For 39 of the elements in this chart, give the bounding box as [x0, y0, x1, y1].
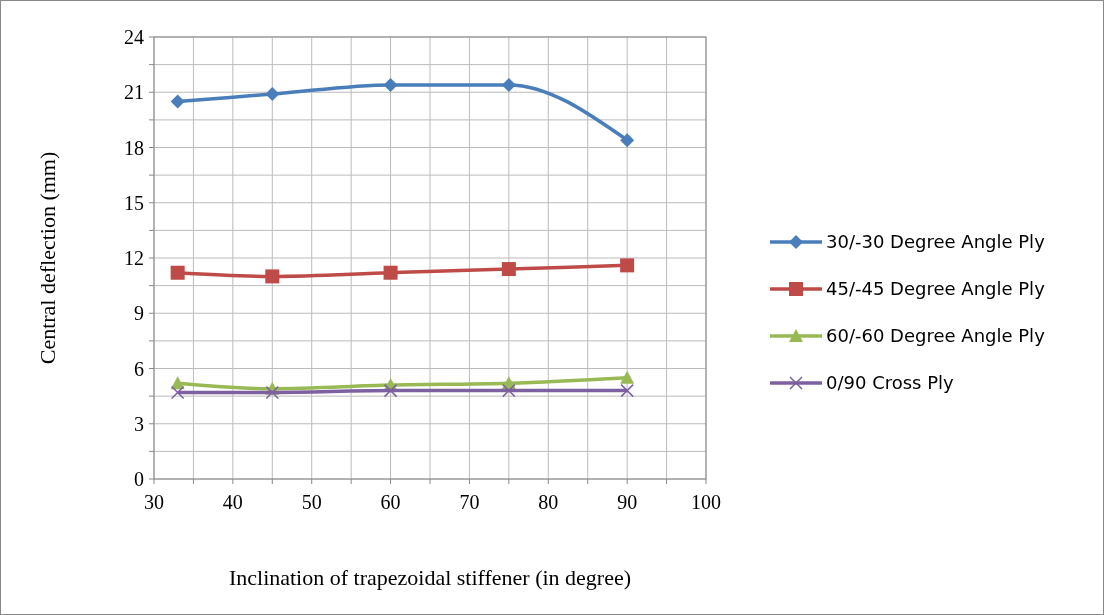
point: [383, 383, 398, 398]
point: [170, 94, 185, 109]
y-tick-label: 0: [134, 468, 144, 490]
point: [170, 265, 185, 280]
legend-label: 0/90 Cross Ply: [826, 372, 955, 394]
legend-label: 30/-30 Degree Angle Ply: [826, 231, 1046, 253]
legend-label: 45/-45 Degree Angle Ply: [826, 278, 1046, 300]
point: [620, 370, 635, 384]
y-tick-label: 24: [124, 26, 144, 48]
x-tick-label: 100: [691, 491, 721, 513]
point: [383, 77, 398, 92]
y-tick-label: 9: [134, 302, 144, 325]
point: [501, 77, 516, 92]
y-tick-label: 18: [124, 136, 144, 159]
point: [502, 383, 516, 398]
x-axis-title: Inclination of trapezoidal stiffener (in degree): [228, 565, 632, 590]
point: [265, 87, 280, 102]
x-tick-label: 60: [380, 491, 401, 513]
x-tick-label: 70: [459, 491, 480, 513]
y-tick-label: 12: [124, 247, 144, 269]
point: [620, 258, 635, 273]
point: [383, 265, 398, 280]
x-tick-label: 50: [301, 491, 322, 513]
y-tick-label: 3: [134, 412, 144, 435]
y-tick-label: 15: [124, 191, 144, 214]
x-tick-label: 80: [538, 491, 559, 513]
point: [170, 385, 185, 400]
point: [620, 383, 634, 398]
y-tick-label: 21: [124, 81, 144, 104]
y-axis-title: Central deflection (mm): [35, 151, 60, 365]
y-tick-label: 6: [134, 357, 144, 380]
point: [265, 385, 280, 400]
x-tick-label: 30: [144, 491, 164, 513]
x-tick-label: 90: [617, 491, 638, 513]
point: [265, 269, 280, 284]
legend-label: 60/-60 Degree Angle Ply: [826, 325, 1046, 347]
point: [620, 133, 635, 148]
point: [501, 262, 516, 277]
x-tick-label: 40: [222, 491, 243, 513]
